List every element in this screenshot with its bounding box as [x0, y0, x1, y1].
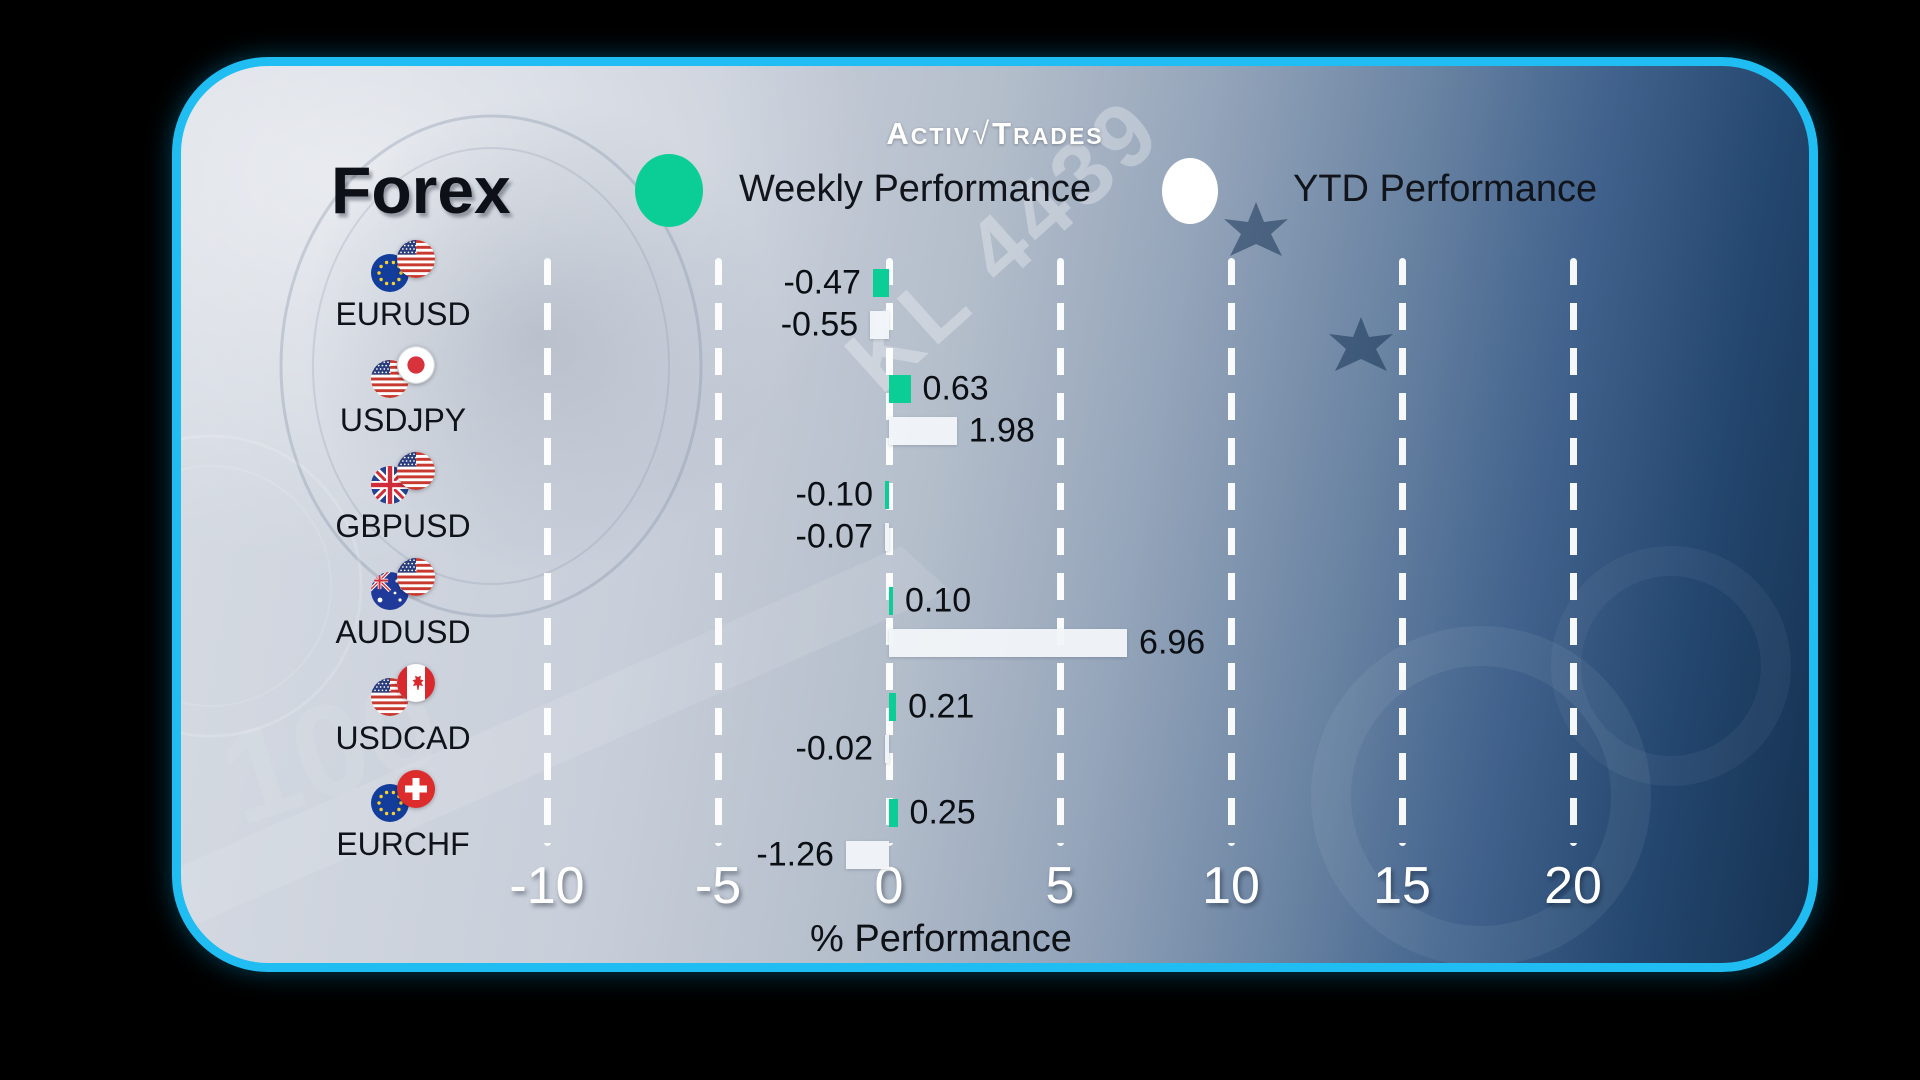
- bar-value-label: 0.63: [922, 369, 989, 408]
- bar-value-label: -0.47: [783, 263, 861, 302]
- x-tick-5: 5: [1045, 857, 1075, 915]
- activtrades-logo: ACTIV√TRADES: [886, 116, 1104, 151]
- pair-label: EURCHF: [336, 826, 470, 862]
- pair-row-usdcad: USDCAD: [313, 664, 493, 757]
- gridline-20: [1569, 258, 1577, 846]
- pair-row-usdjpy: USDJPY: [313, 346, 493, 439]
- bar-value-label: 1.98: [968, 411, 1035, 450]
- weekly-bar: [889, 375, 911, 403]
- bar-value-label: -0.02: [795, 729, 874, 768]
- bar-value-label: 6.96: [1139, 623, 1206, 662]
- au-flag-icon: [371, 572, 409, 610]
- us-flag-icon: [371, 678, 409, 716]
- weekly-bar: [889, 799, 898, 827]
- us-flag-icon: [397, 452, 435, 490]
- us-flag-icon: [397, 558, 435, 596]
- x-tick--5: -5: [694, 857, 742, 915]
- forex-performance-card: 100 KL 4439 ACTIV√TRADES Forex Weekly Pe…: [172, 57, 1818, 972]
- gridline--10: [543, 258, 551, 846]
- gridline-5: [1056, 258, 1064, 846]
- flag-pair: [371, 240, 435, 294]
- logo-text: A: [886, 116, 911, 151]
- ytd-bar: [845, 841, 889, 869]
- pair-row-gbpusd: GBPUSD: [313, 452, 493, 545]
- page-title: Forex: [331, 153, 511, 227]
- ytd-bar: [885, 735, 889, 763]
- x-tick-10: 10: [1202, 857, 1260, 915]
- gridline-0: [885, 258, 893, 846]
- bar-value-label: 0.21: [908, 687, 975, 726]
- ytd-bar: [885, 523, 889, 551]
- bar-value-label: 0.25: [909, 793, 976, 832]
- x-tick-20: 20: [1544, 857, 1602, 915]
- bar-value-label: -0.07: [795, 517, 874, 556]
- flag-pair: [371, 452, 435, 506]
- us-flag-icon: [397, 240, 435, 278]
- logo-check-icon: √: [972, 116, 992, 151]
- weekly-bar: [872, 269, 889, 297]
- ytd-legend-dot-icon: [1162, 158, 1218, 224]
- bar-value-label: -0.10: [795, 475, 874, 514]
- ytd-bar: [870, 311, 889, 339]
- x-tick-15: 15: [1373, 857, 1431, 915]
- gridline-10: [1227, 258, 1235, 846]
- x-tick--10: -10: [509, 857, 585, 915]
- weekly-bar: [885, 481, 889, 509]
- ca-flag-icon: [397, 664, 435, 702]
- gridline--5: [714, 258, 722, 846]
- pair-row-audusd: AUDUSD: [313, 558, 493, 651]
- gridline-15: [1398, 258, 1406, 846]
- x-axis-label: % Performance: [810, 918, 1072, 960]
- weekly-legend-dot-icon: [635, 154, 703, 227]
- pair-label: USDCAD: [335, 720, 471, 756]
- bar-value-label: -0.55: [780, 305, 859, 344]
- pair-label: EURUSD: [335, 296, 471, 332]
- pair-row-eurchf: EURCHF: [313, 770, 493, 863]
- flag-pair: [371, 346, 435, 400]
- weekly-bar: [889, 693, 897, 721]
- flag-pair: [371, 770, 435, 824]
- ytd-bar: [889, 417, 957, 445]
- ch-flag-icon: [397, 770, 435, 808]
- weekly-bar: [889, 587, 893, 615]
- ytd-legend-label: YTD Performance: [1293, 168, 1598, 210]
- pair-label: USDJPY: [339, 402, 467, 438]
- pair-label: GBPUSD: [335, 508, 471, 544]
- pair-row-eurusd: EURUSD: [313, 240, 493, 333]
- bar-chart: -10 -5 0 5 10 15 20 EURUSD -0.47 -0.55 USDJPY 0.63 1…: [181, 66, 1809, 963]
- bar-value-label: -1.26: [756, 835, 834, 874]
- bar-value-label: 0.10: [905, 581, 972, 620]
- weekly-legend-label: Weekly Performance: [739, 168, 1091, 210]
- ytd-bar: [889, 629, 1128, 657]
- flag-pair: [371, 558, 435, 612]
- flag-pair: [371, 664, 435, 718]
- pair-label: AUDUSD: [335, 614, 471, 650]
- jp-flag-icon: [397, 346, 435, 384]
